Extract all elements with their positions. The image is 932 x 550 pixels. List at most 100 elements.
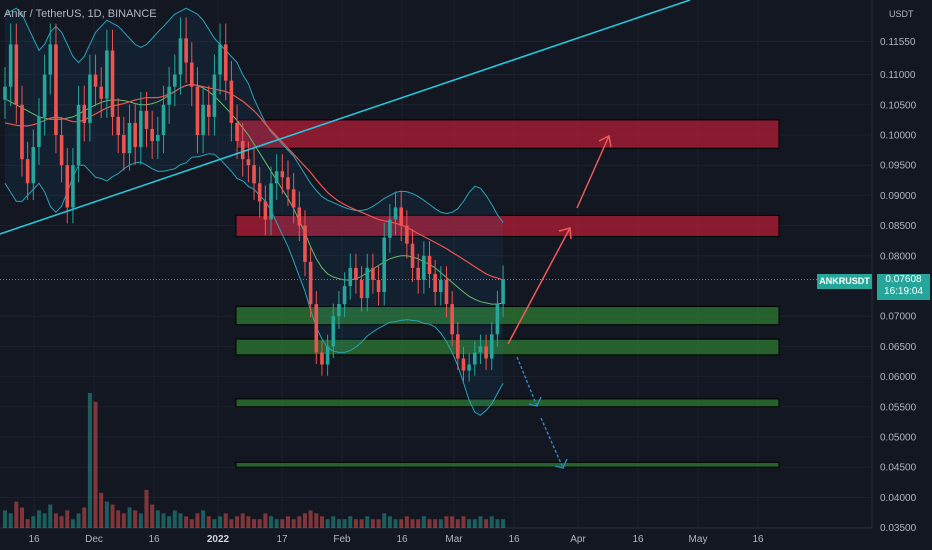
time-axis[interactable]: 16 Dec 16 2022 17 Feb 16 Mar 16 Apr 16 May 16	[28, 534, 764, 545]
volume-bar	[376, 519, 381, 528]
volume-bar	[421, 516, 426, 528]
candle-body	[399, 207, 403, 226]
candle-body	[382, 237, 387, 293]
candle-body	[37, 116, 41, 148]
candle-body	[427, 255, 432, 274]
volume-bar	[336, 519, 341, 528]
volume-bar	[297, 516, 302, 528]
candle-body	[223, 44, 228, 81]
support-zone	[235, 338, 780, 356]
candle-body	[150, 128, 154, 142]
candle-body	[3, 86, 7, 100]
volume-bar	[31, 516, 36, 528]
candle-body	[65, 165, 70, 208]
candle-body	[342, 286, 347, 305]
volume-bar	[65, 510, 70, 528]
price-tick-label: 0.04500	[880, 463, 917, 474]
time-tick-label: 16	[148, 534, 160, 545]
volume-bar	[116, 510, 121, 528]
candle-body	[110, 50, 115, 117]
last-price-tag: 0.07608 16:19:04	[877, 274, 930, 300]
volume-bar	[427, 519, 432, 528]
projection-arrow-up-2	[576, 135, 610, 209]
volume-bar	[82, 507, 87, 528]
volume-bar	[353, 519, 358, 528]
candle-body	[116, 116, 120, 135]
candle-body	[331, 316, 336, 347]
volume-bar	[110, 504, 115, 528]
volume-bar	[455, 519, 460, 528]
candle-body	[235, 122, 239, 142]
time-tick-label: Dec	[85, 534, 103, 545]
volume-bar	[342, 519, 347, 528]
candle-body	[54, 44, 58, 135]
price-zones[interactable]	[235, 119, 780, 468]
candle-body	[405, 225, 409, 244]
candle-body	[325, 346, 330, 365]
candle-body	[456, 334, 460, 359]
volume-bar	[501, 519, 506, 528]
price-axis[interactable]: 0.11550 0.11000 0.10500 0.10000 0.09500 0.090…	[880, 37, 917, 534]
arrowhead-down-2	[554, 458, 568, 469]
support-zone	[235, 306, 780, 326]
candle-body	[212, 74, 217, 117]
price-tick-label: 0.05000	[880, 433, 917, 444]
time-tick-label: 16	[508, 534, 520, 545]
candle-body	[82, 104, 87, 123]
candle-body	[484, 346, 488, 359]
chart-drawings[interactable]	[0, 0, 691, 469]
price-tick-label: 0.11550	[880, 37, 916, 48]
candle-body	[280, 171, 285, 178]
projection-arrow-up-1	[507, 227, 571, 345]
candle-body	[99, 86, 104, 99]
bar-countdown: 16:19:04	[884, 286, 923, 297]
volume-bar	[167, 516, 172, 528]
candle-body	[495, 304, 500, 335]
volume-bar	[399, 519, 404, 528]
candlesticks	[3, 17, 505, 382]
volume-bar	[235, 516, 240, 528]
volume-bar	[87, 393, 92, 528]
currency-unit: USDT	[889, 9, 914, 19]
candle-body	[201, 104, 205, 135]
time-tick-label: Apr	[570, 534, 586, 545]
candle-body	[257, 183, 262, 202]
volume-bar	[478, 516, 483, 528]
volume-bar	[240, 513, 245, 528]
time-tick-label: 16	[752, 534, 764, 545]
time-tick-label: Mar	[445, 534, 463, 545]
candle-body	[359, 279, 364, 299]
trend-line	[0, 0, 691, 235]
candle-body	[354, 267, 358, 280]
volume-bar	[467, 519, 472, 528]
candle-body	[433, 273, 437, 293]
candle-body	[422, 255, 426, 280]
volume-bar	[195, 513, 200, 528]
candle-body	[439, 279, 443, 293]
candle-body	[139, 110, 143, 148]
candle-body	[461, 358, 466, 371]
volume-bar	[263, 513, 268, 528]
candle-body	[286, 177, 290, 190]
candle-body	[467, 364, 471, 371]
candle-body	[14, 44, 19, 105]
volume-bar	[472, 519, 477, 528]
candle-body	[308, 261, 313, 305]
volume-bar	[76, 513, 81, 528]
projection-arrow-down-1	[516, 356, 538, 407]
volume-bars	[3, 393, 506, 528]
candle-body	[189, 62, 194, 87]
volume-bar	[184, 516, 189, 528]
volume-bar	[291, 519, 296, 528]
volume-bar	[387, 516, 392, 528]
candle-body	[59, 135, 64, 166]
price-tick-label: 0.06500	[880, 342, 917, 353]
volume-bar	[3, 510, 7, 528]
volume-bar	[257, 519, 262, 528]
volume-bar	[127, 507, 132, 528]
candle-body	[489, 334, 494, 359]
price-tick-label: 0.04000	[880, 493, 917, 504]
symbol-title[interactable]: Ankr / TetherUS, 1D, BINANCE	[4, 8, 157, 20]
volume-bar	[393, 519, 398, 528]
